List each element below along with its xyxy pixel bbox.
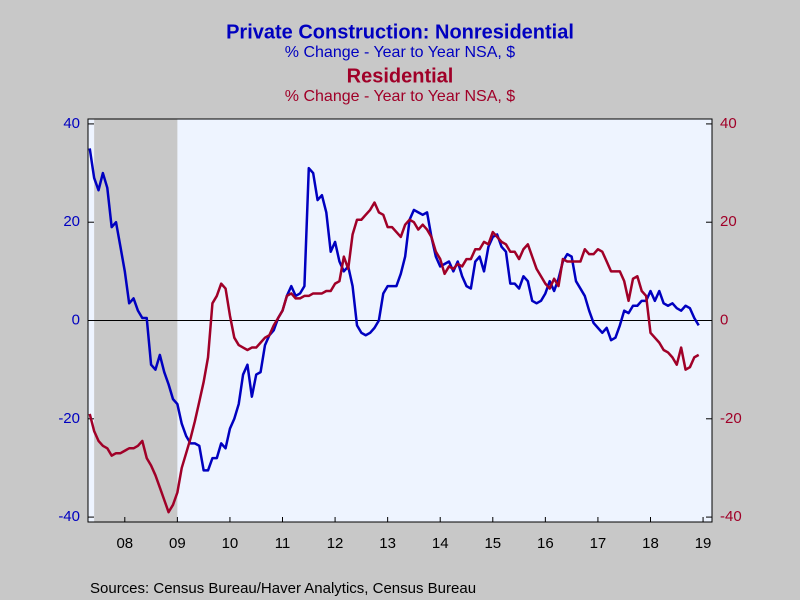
x-tick-label: 15 xyxy=(484,535,501,552)
x-tick-label: 17 xyxy=(590,535,607,552)
x-tick-label: 09 xyxy=(169,535,186,552)
chart-subtitle: % Change - Year to Year NSA, $ xyxy=(285,44,515,61)
x-tick-label: 08 xyxy=(116,535,133,552)
x-tick-label: 16 xyxy=(537,535,554,552)
y-tick-label: -40 xyxy=(58,508,80,525)
y2-tick-label: 0 xyxy=(720,311,728,328)
y-tick-label: 40 xyxy=(63,115,80,132)
y2-tick-label: 20 xyxy=(720,213,737,230)
y-tick-label: -20 xyxy=(58,410,80,427)
y2-tick-label: 40 xyxy=(720,115,737,132)
x-tick-label: 14 xyxy=(432,535,449,552)
x-tick-label: 18 xyxy=(642,535,659,552)
x-tick-label: 19 xyxy=(695,535,712,552)
y2-tick-label: -20 xyxy=(720,410,742,427)
y-tick-label: 0 xyxy=(72,311,80,328)
chart-title-2: Residential xyxy=(347,65,454,87)
source-note: Sources: Census Bureau/Haver Analytics, … xyxy=(90,580,476,597)
x-tick-label: 13 xyxy=(379,535,396,552)
series-line xyxy=(88,148,700,472)
chart-subtitle-2: % Change - Year to Year NSA, $ xyxy=(285,88,515,105)
x-tick-label: 12 xyxy=(327,535,344,552)
x-tick-label: 10 xyxy=(222,535,239,552)
y2-tick-label: -40 xyxy=(720,508,742,525)
y-tick-label: 20 xyxy=(63,213,80,230)
chart-title: Private Construction: Nonresidential xyxy=(226,21,574,43)
series-line xyxy=(88,201,700,514)
x-tick-label: 11 xyxy=(275,535,291,552)
